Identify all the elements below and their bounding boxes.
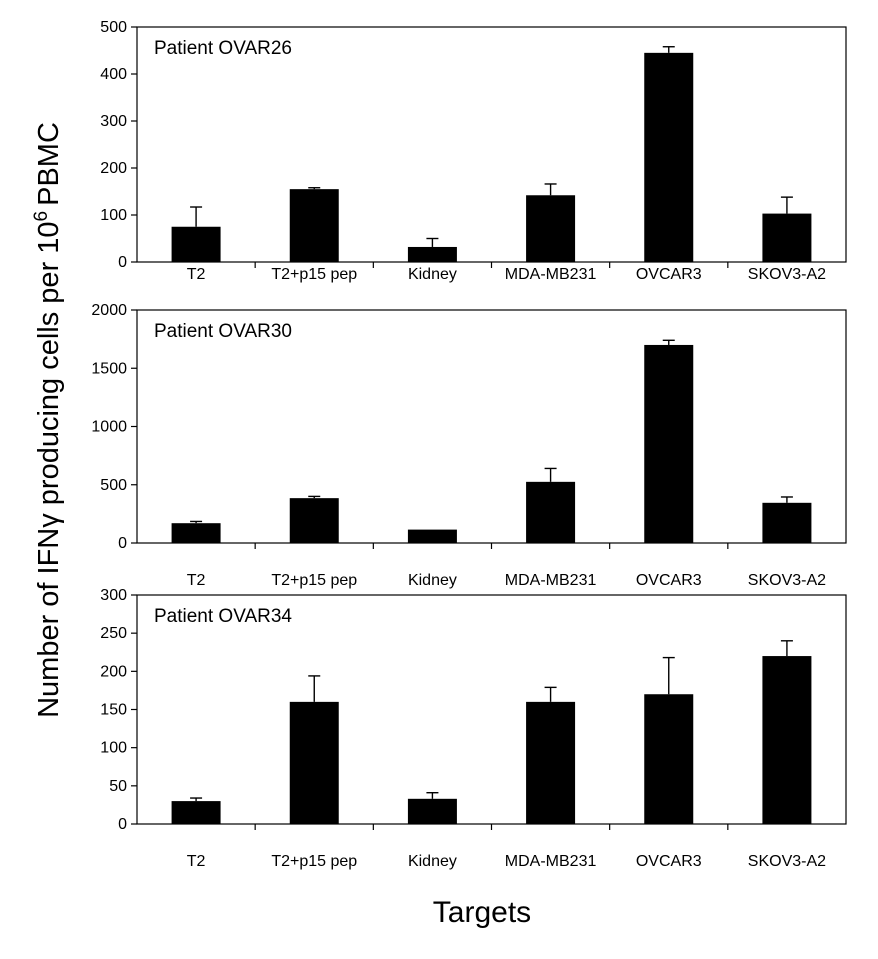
category-label: T2+p15 pep [271,266,357,283]
panel-title: Patient OVAR30 [154,321,292,342]
x-axis-label: Targets [433,896,531,929]
category-label: Kidney [408,572,457,589]
y-tick-label: 300 [100,587,127,604]
category-label: SKOV3-A2 [748,572,826,589]
y-axis-label-end: PBMC [33,122,65,206]
bar [526,701,576,824]
chart-panel-2: 0 500 1000 1500 2000 T2 T2+p15 pep Kidney MDA-MB… [91,302,847,589]
bar [762,656,812,824]
y-tick-label: 100 [100,740,127,757]
panel-title: Patient OVAR34 [154,606,292,627]
y-tick-label: 0 [118,535,127,552]
y-tick-label: 50 [109,778,127,795]
bar [289,701,339,824]
category-label: OVCAR3 [636,266,702,283]
chart-panel-1: 0 100 200 300 400 500 T2 T2+p15 pep Kidney MDA-MB… [100,19,847,283]
y-tick-label: 250 [100,625,127,642]
category-label: T2 [187,853,206,870]
y-tick-label: 200 [100,663,127,680]
y-tick-label: 500 [100,477,127,494]
y-tick-label: 100 [100,207,127,224]
category-label: T2 [187,572,206,589]
bar [644,694,694,824]
y-tick-label: 2000 [91,302,127,319]
bar [407,246,457,262]
y-tick-label: 150 [100,702,127,719]
plot-frame [136,26,847,263]
bar [289,498,339,543]
plot-frame [136,594,847,825]
bar [526,481,576,543]
y-tick-label: 500 [100,19,127,36]
bar [526,195,576,262]
y-tick-label: 0 [118,254,127,271]
y-tick-label: 1000 [91,419,127,436]
category-label: T2 [187,266,206,283]
y-tick-label: 200 [100,160,127,177]
y-axis-label-main: Number of IFNγ producing cells per 10 [33,221,65,717]
panel-title: Patient OVAR26 [154,38,292,59]
category-label: MDA-MB231 [505,572,597,589]
category-label: SKOV3-A2 [748,266,826,283]
bar [407,798,457,824]
category-label: T2+p15 pep [271,572,357,589]
chart-panel-3: 0 50 100 150 200 250 300 T2 T2+p15 pep Kidney MDA-… [100,587,847,870]
category-label: Kidney [408,266,457,283]
category-label: OVCAR3 [636,572,702,589]
category-label: T2+p15 pep [271,853,357,870]
bar [407,529,457,543]
bar [289,189,339,262]
bar [171,523,221,543]
category-label: OVCAR3 [636,853,702,870]
plot-frame [136,309,847,544]
bar [644,52,694,262]
y-axis-label: Number of IFNγ producing cells per 106 PB… [31,122,65,718]
y-axis-label-superscript: 6 [31,211,52,222]
category-label: Kidney [408,853,457,870]
bar [171,801,221,824]
y-tick-label: 300 [100,113,127,130]
y-tick-label: 0 [118,816,127,833]
bar [762,213,812,262]
category-label: SKOV3-A2 [748,853,826,870]
bar [171,226,221,262]
bar [644,344,694,543]
category-label: MDA-MB231 [505,853,597,870]
y-tick-label: 400 [100,66,127,83]
category-label: MDA-MB231 [505,266,597,283]
bar [762,502,812,543]
y-tick-label: 1500 [91,360,127,377]
